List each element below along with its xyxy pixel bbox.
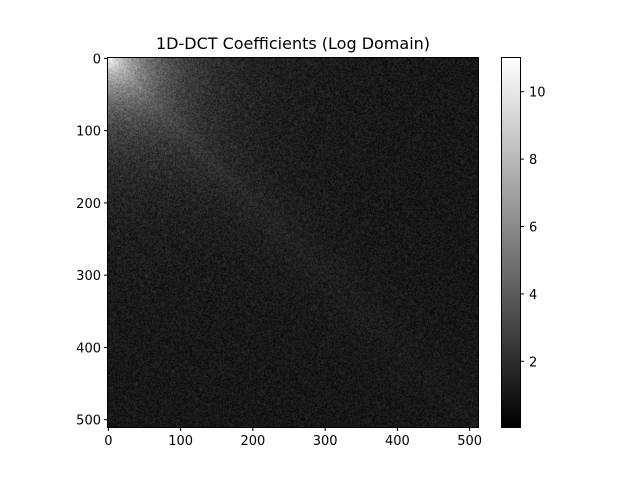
- x-tick-label: 500: [457, 434, 482, 449]
- y-tick-label: 0: [93, 52, 101, 67]
- y-tick-label: 200: [76, 197, 101, 212]
- chart-title: 1D-DCT Coefficients (Log Domain): [156, 34, 430, 53]
- x-tick-label: 300: [313, 434, 338, 449]
- colorbar-tick-label: 2: [529, 355, 537, 370]
- colorbar-tick-label: 4: [529, 288, 537, 303]
- x-tick-label: 200: [240, 434, 265, 449]
- dct-heatmap-image: [108, 58, 478, 427]
- colorbar-frame: [501, 57, 521, 428]
- colorbar-ticks: 2 4 6 8 10: [520, 86, 546, 370]
- colorbar-gradient: [502, 58, 520, 427]
- y-tick-label: 300: [76, 269, 101, 284]
- x-tick-label: 400: [385, 434, 410, 449]
- plot-frame: [107, 57, 479, 428]
- x-tick-label: 100: [168, 434, 193, 449]
- x-axis-ticks: 0 100 200 300 400 500: [104, 427, 482, 449]
- colorbar-tick-label: 6: [529, 220, 537, 235]
- colorbar-tick-label: 8: [529, 153, 537, 168]
- y-tick-label: 500: [76, 414, 101, 429]
- colorbar-tick-label: 10: [529, 86, 546, 101]
- y-tick-label: 400: [76, 341, 101, 356]
- x-tick-label: 0: [104, 434, 112, 449]
- y-tick-label: 100: [76, 125, 101, 140]
- y-axis-ticks: 0 100 200 300 400 500: [76, 52, 108, 429]
